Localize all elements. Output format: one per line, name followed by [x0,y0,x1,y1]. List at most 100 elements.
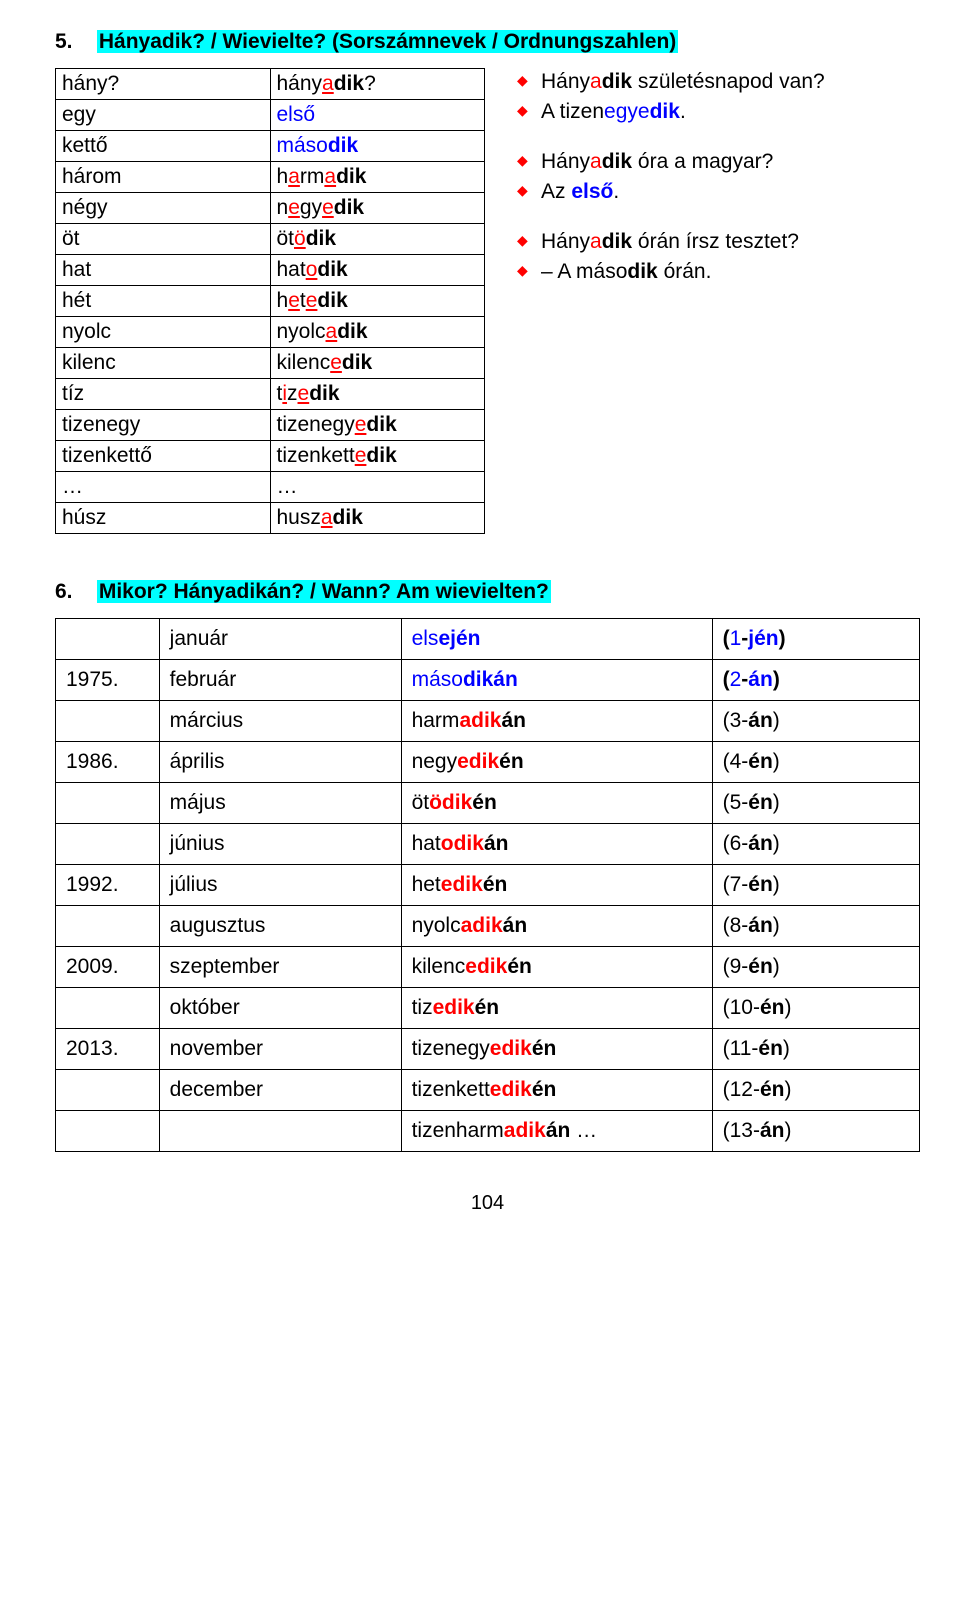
table-row: májusötödikén(5-én) [56,783,920,824]
ordinal-cell: első [270,100,485,131]
section5-title: Hányadik? / Wievielte? (Sorszámnevek / O… [97,30,678,53]
table-row: egyelső [56,100,485,131]
date-short-cell: (10-én) [712,988,919,1029]
bullet-item: – A második órán. [515,260,920,284]
year-cell [56,1111,160,1152]
year-cell [56,619,160,660]
cardinal-cell: tizenkettő [56,441,271,472]
date-short-cell: (2-án) [712,660,919,701]
year-cell [56,783,160,824]
ordinal-cell: tizedik [270,379,485,410]
section6-title: Mikor? Hányadikán? / Wann? Am wievielten… [97,580,551,603]
date-word-cell: negyedikén [401,742,712,783]
table-row: 1992.júliushetedikén(7-én) [56,865,920,906]
date-short-cell: (1-jén) [712,619,919,660]
bullet-item: Az első. [515,180,920,204]
section5-body: hány?hányadik?egyelsőkettőmásodikháromha… [55,68,920,534]
cardinal-cell: hat [56,255,271,286]
month-cell: szeptember [159,947,401,988]
date-word-cell: hatodikán [401,824,712,865]
month-cell: július [159,865,401,906]
table-row: 1986.áprilisnegyedikén(4-én) [56,742,920,783]
month-cell: május [159,783,401,824]
table-row: decembertizenkettedikén(12-én) [56,1070,920,1111]
ordinal-cell: hatodik [270,255,485,286]
cardinal-cell: hány? [56,69,271,100]
date-short-cell: (7-én) [712,865,919,906]
ordinal-cell: kilencedik [270,348,485,379]
date-short-cell: (4-én) [712,742,919,783]
table-row: ötötödik [56,224,485,255]
ordinal-cell: huszadik [270,503,485,534]
month-cell: január [159,619,401,660]
dates-table: januárelsején(1-jén)1975.februármásodiká… [55,618,920,1152]
date-word-cell: kilencedikén [401,947,712,988]
table-row: …… [56,472,485,503]
table-row: húszhuszadik [56,503,485,534]
year-cell: 1975. [56,660,160,701]
year-cell: 2013. [56,1029,160,1070]
cardinal-cell: … [56,472,271,503]
ordinal-cell: harmadik [270,162,485,193]
table-row: tíztizedik [56,379,485,410]
ordinal-cell: … [270,472,485,503]
table-row: 2009.szeptemberkilencedikén(9-én) [56,947,920,988]
date-short-cell: (3-án) [712,701,919,742]
table-row: márciusharmadikán(3-án) [56,701,920,742]
cardinal-cell: hét [56,286,271,317]
date-word-cell: harmadikán [401,701,712,742]
month-cell: június [159,824,401,865]
section6-number: 6. [55,580,91,604]
year-cell [56,824,160,865]
date-short-cell: (5-én) [712,783,919,824]
table-row: januárelsején(1-jén) [56,619,920,660]
section6-heading: 6. Mikor? Hányadikán? / Wann? Am wieviel… [55,580,920,604]
date-word-cell: tizenkettedikén [401,1070,712,1111]
date-word-cell: nyolcadikán [401,906,712,947]
table-row: 2013.novembertizenegyedikén(11-én) [56,1029,920,1070]
date-word-cell: elsején [401,619,712,660]
cardinal-cell: öt [56,224,271,255]
cardinal-cell: kettő [56,131,271,162]
year-cell [56,906,160,947]
cardinal-cell: tíz [56,379,271,410]
section5-heading: 5. Hányadik? / Wievielte? (Sorszámnevek … [55,30,920,54]
date-short-cell: (13-án) [712,1111,919,1152]
date-word-cell: ötödikén [401,783,712,824]
month-cell: november [159,1029,401,1070]
date-short-cell: (9-én) [712,947,919,988]
ordinal-table: hány?hányadik?egyelsőkettőmásodikháromha… [55,68,485,534]
month-cell: március [159,701,401,742]
table-row: kilenckilencedik [56,348,485,379]
table-row: októbertizedikén(10-én) [56,988,920,1029]
ordinal-cell: hányadik? [270,69,485,100]
date-short-cell: (12-én) [712,1070,919,1111]
bullet-item: Hányadik órán írsz tesztet? [515,230,920,254]
date-short-cell: (11-én) [712,1029,919,1070]
year-cell [56,1070,160,1111]
month-cell: december [159,1070,401,1111]
table-row: kettőmásodik [56,131,485,162]
table-row: júniushatodikán(6-án) [56,824,920,865]
year-cell: 1992. [56,865,160,906]
year-cell [56,988,160,1029]
year-cell [56,701,160,742]
date-word-cell: tizenharmadikán … [401,1111,712,1152]
month-cell: október [159,988,401,1029]
bullet-item: Hányadik születésnapod van? [515,70,920,94]
month-cell: augusztus [159,906,401,947]
table-row: héthetedik [56,286,485,317]
example-bullets: Hányadik születésnapod van?A tizenegyedi… [515,68,920,310]
date-word-cell: tizedikén [401,988,712,1029]
ordinal-cell: nyolcadik [270,317,485,348]
date-word-cell: hetedikén [401,865,712,906]
date-word-cell: tizenegyedikén [401,1029,712,1070]
section5-number: 5. [55,30,91,54]
table-row: tizenkettőtizenkettedik [56,441,485,472]
month-cell: április [159,742,401,783]
table-row: négynegyedik [56,193,485,224]
cardinal-cell: kilenc [56,348,271,379]
page-number: 104 [55,1192,920,1215]
cardinal-cell: egy [56,100,271,131]
table-row: augusztusnyolcadikán(8-án) [56,906,920,947]
